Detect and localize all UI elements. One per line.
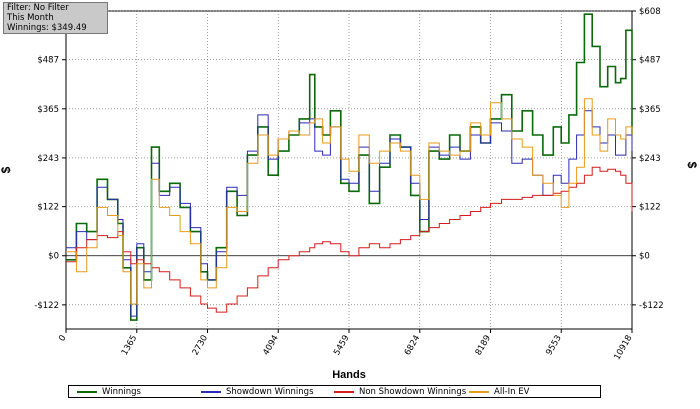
y-axis-left: -$122$0$122$243$365$487$608: [34, 7, 66, 311]
y-tick-label-right: $243: [639, 154, 661, 164]
legend-item-allin-ev: All-In EV: [469, 386, 529, 397]
y-tick-label-right: $365: [639, 105, 661, 115]
legend-swatch-winnings: [77, 390, 97, 393]
series-lines: [66, 13, 633, 321]
x-axis-label: Hands: [332, 369, 366, 381]
filter-info-box: Filter: No Filter This Month Winnings: $…: [3, 2, 108, 34]
series-line-non-showdown-winnings: [66, 166, 633, 313]
legend-label-winnings: Winnings: [102, 386, 141, 397]
x-tick-label: 2730: [191, 334, 210, 358]
legend-label-allin-ev: All-In EV: [494, 386, 530, 397]
filter-text: Filter: No Filter: [7, 3, 69, 13]
x-axis: 0 1365 2730 4094 5459 6824 8189 9553 10918: [57, 329, 635, 362]
x-tick-label: 8189: [474, 333, 493, 357]
y-axis-label-right: $: [685, 162, 699, 169]
series-line-winnings: [66, 13, 633, 321]
y-tick-label-left: $243: [37, 154, 59, 164]
series-line-showdown-winnings: [66, 110, 633, 317]
y-tick-label-left: $365: [37, 105, 59, 115]
legend-swatch-non-showdown: [334, 390, 354, 393]
x-tick-label: 4094: [261, 334, 280, 358]
x-tick-label: 1365: [120, 334, 139, 358]
y-tick-label-left: $0: [48, 252, 59, 262]
legend-item-showdown: Showdown Winnings: [201, 386, 314, 397]
legend: Winnings Showdown Winnings Non Showdown …: [68, 385, 601, 398]
legend-swatch-showdown: [201, 390, 221, 393]
winnings-text: Winnings: $349.49: [7, 23, 87, 33]
x-tick-label: 5459: [332, 334, 351, 358]
legend-label-non-showdown: Non Showdown Winnings: [359, 386, 467, 397]
legend-label-showdown: Showdown Winnings: [226, 386, 314, 397]
y-tick-label-right: -$122: [639, 301, 664, 311]
x-tick-label: 9553: [544, 334, 563, 358]
series-line-all-in-ev: [66, 98, 633, 305]
legend-swatch-allin-ev: [469, 390, 489, 393]
x-tick-label: 6824: [403, 334, 422, 358]
y-axis-label-left: $: [0, 166, 13, 173]
x-tick-label: 10918: [612, 334, 634, 362]
y-tick-label-left: $487: [37, 56, 59, 66]
y-tick-label-left: -$122: [34, 301, 59, 311]
y-tick-label-right: $608: [639, 7, 661, 17]
y-tick-label-right: $122: [639, 203, 661, 213]
y-axis-right: -$122 $0 $122 $243 $365 $487 $608: [632, 7, 664, 311]
legend-item-winnings: Winnings: [77, 386, 141, 397]
y-tick-label-right: $487: [639, 56, 661, 66]
y-tick-label-right: $0: [639, 252, 650, 262]
y-tick-label-left: $122: [37, 203, 59, 213]
legend-item-non-showdown: Non Showdown Winnings: [334, 386, 466, 397]
x-tick-label: 0: [57, 334, 68, 344]
period-text: This Month: [7, 13, 54, 23]
